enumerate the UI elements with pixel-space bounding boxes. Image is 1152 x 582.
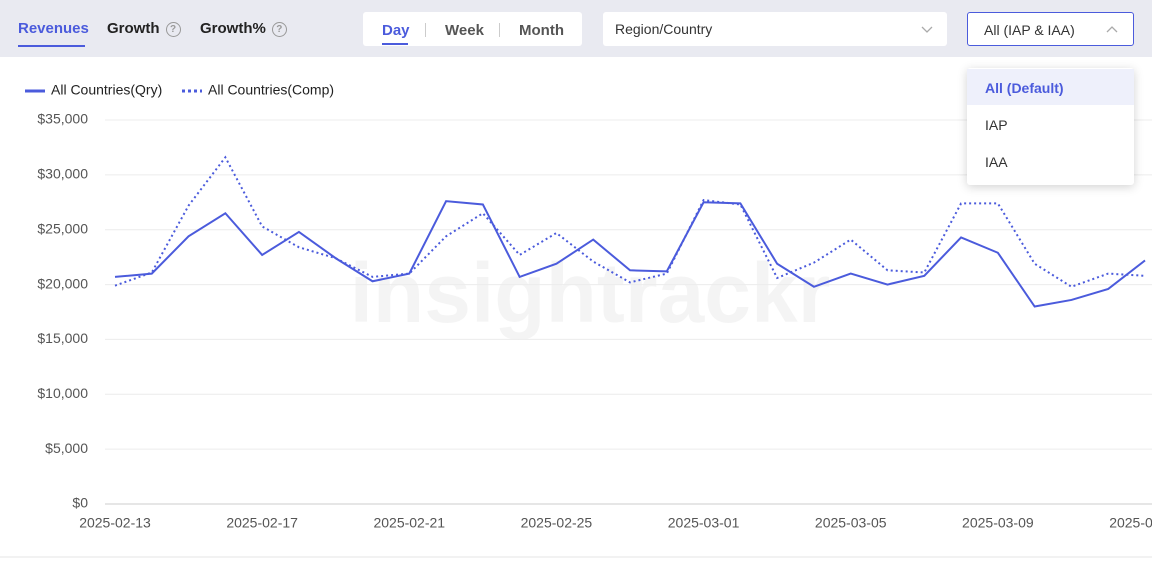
- menu-item[interactable]: IAA: [985, 154, 1008, 170]
- y-tick-label: $20,000: [37, 275, 88, 291]
- x-tick-label: 2025-02-13: [79, 515, 151, 531]
- x-tick-label: 2025-03-13: [1109, 515, 1152, 531]
- y-tick-label: $0: [72, 495, 88, 511]
- x-tick-label: 2025-02-21: [373, 515, 445, 531]
- tab[interactable]: Growth?: [107, 20, 181, 37]
- divider: [499, 23, 500, 37]
- series-line: [114, 200, 1146, 308]
- region-select[interactable]: Region/Country: [603, 12, 947, 46]
- segment[interactable]: Week: [445, 22, 484, 39]
- tab-label: Growth%: [200, 20, 266, 37]
- segment[interactable]: Month: [519, 22, 564, 39]
- y-tick-label: $10,000: [37, 385, 88, 401]
- menu-item[interactable]: All (Default): [967, 69, 1134, 105]
- tab-label: Growth: [107, 20, 160, 37]
- y-tick-label: $5,000: [45, 440, 88, 456]
- x-tick-label: 2025-02-25: [521, 515, 593, 531]
- y-tick-label: $30,000: [37, 166, 88, 182]
- x-tick-label: 2025-03-05: [815, 515, 887, 531]
- watermark: insightrackr: [350, 246, 831, 340]
- x-tick-label: 2025-02-17: [226, 515, 298, 531]
- legend-label: All Countries(Comp): [208, 82, 334, 98]
- y-tick-label: $35,000: [37, 111, 88, 127]
- dropdown-menu: All (Default) IAP IAA: [967, 68, 1134, 185]
- select-label: Region/Country: [615, 21, 713, 37]
- segment-underline: [382, 43, 408, 45]
- tab[interactable]: Growth%?: [200, 20, 287, 37]
- legend-label: All Countries(Qry): [51, 82, 162, 98]
- help-icon[interactable]: ?: [165, 22, 181, 37]
- toolbar: Revenues Growth? Growth%? Day Week Month…: [0, 0, 1152, 57]
- granularity: Day Week Month: [363, 12, 582, 46]
- select-label: All (IAP & IAA): [984, 22, 1075, 38]
- menu-item[interactable]: IAP: [985, 117, 1008, 133]
- y-tick-label: $25,000: [37, 220, 88, 236]
- x-tick-label: 2025-03-09: [962, 515, 1034, 531]
- tab[interactable]: Revenues: [18, 20, 89, 37]
- help-icon[interactable]: ?: [271, 22, 287, 37]
- series-line: [114, 155, 1146, 288]
- segment[interactable]: Day: [382, 22, 410, 39]
- x-tick-label: 2025-03-01: [668, 515, 740, 531]
- y-tick-label: $15,000: [37, 330, 88, 346]
- chevron: [1106, 26, 1118, 33]
- chevron: [921, 26, 933, 33]
- divider: [425, 23, 426, 37]
- tab-underline: [18, 45, 85, 47]
- type-select[interactable]: All (IAP & IAA): [967, 12, 1134, 46]
- tab-label: Revenues: [18, 20, 89, 37]
